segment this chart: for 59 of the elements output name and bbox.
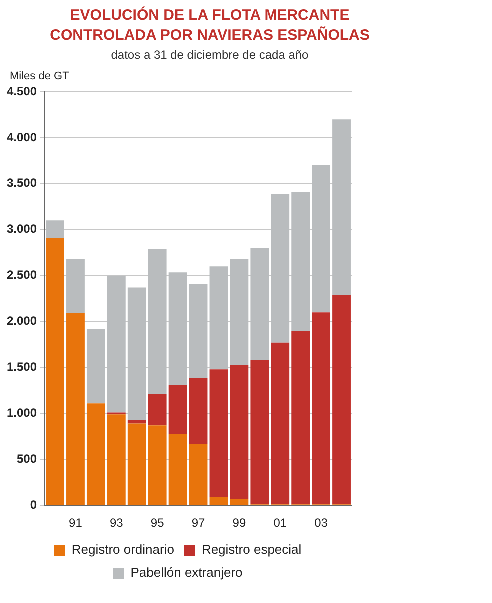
bar (128, 420, 146, 424)
x-tick-label: 93 (110, 516, 124, 530)
chart-subtitle: datos a 31 de diciembre de cada año (110, 48, 310, 62)
legend-label: Registro especial (202, 542, 302, 558)
bar (210, 370, 228, 498)
y-tick-label: 3.500 (7, 176, 38, 190)
x-tick-label: 95 (150, 516, 165, 530)
legend-label: Registro ordinario (72, 542, 174, 558)
bar (312, 166, 331, 313)
bar (66, 314, 85, 506)
bar (210, 497, 228, 506)
x-tick-label: 99 (232, 516, 246, 530)
bar (107, 414, 126, 506)
legend-label: Pabellón extranjero (130, 565, 243, 580)
bar (128, 424, 146, 506)
x-tick-label: 97 (192, 516, 206, 530)
bar (332, 120, 351, 296)
bar (46, 238, 64, 506)
y-axis-title: Miles de GT (10, 70, 70, 83)
y-tick-label: 500 (17, 452, 38, 466)
bar (168, 272, 188, 386)
bar (230, 499, 249, 506)
bar (332, 295, 351, 505)
y-tick-label: 1.500 (7, 360, 38, 374)
bar (148, 394, 167, 426)
bar (312, 312, 331, 505)
y-tick-label: 4.000 (7, 130, 38, 144)
y-tick-label: 1.000 (7, 406, 38, 420)
bar (148, 426, 167, 506)
bar (86, 329, 106, 404)
bar (189, 444, 208, 506)
bar (210, 266, 228, 370)
y-tick-label: 2.500 (7, 268, 38, 282)
bar (148, 249, 167, 394)
y-tick-label: 3.000 (7, 222, 38, 236)
bar (292, 192, 310, 331)
bar (250, 360, 270, 505)
bar (168, 385, 188, 434)
bar (271, 342, 290, 505)
bar (250, 248, 270, 360)
y-tick-label: 0 (30, 498, 38, 512)
bar (230, 259, 249, 365)
x-tick-label: 01 (274, 516, 288, 530)
y-tick-label: 4.500 (7, 84, 38, 98)
bar (128, 288, 146, 420)
x-tick-label: 91 (69, 516, 83, 530)
bar (189, 378, 208, 444)
bar (66, 259, 85, 314)
bar (271, 194, 290, 343)
bar (230, 364, 249, 500)
x-tick-label: 03 (314, 516, 328, 530)
bar (86, 404, 106, 506)
bar (168, 434, 188, 506)
y-tick-label: 2.000 (7, 314, 38, 328)
bar (46, 220, 64, 238)
bar (189, 284, 208, 378)
bar (107, 276, 126, 413)
bar (292, 330, 310, 505)
chart-title: EVOLUCIÓN DE LA FLOTA MERCANTE CONTROLADA POR NAVIERAS ESPAÑOLAS (49, 6, 371, 46)
